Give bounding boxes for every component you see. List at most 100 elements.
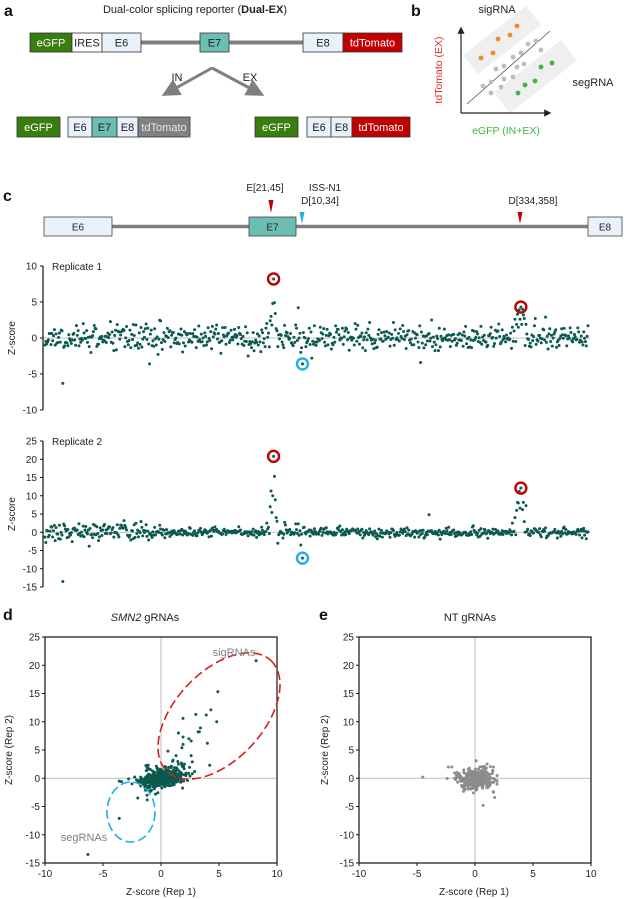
grna-point [275, 329, 279, 333]
grna-point [140, 345, 144, 349]
grna-point [203, 331, 207, 335]
grna-point [496, 329, 500, 333]
grna-point [125, 324, 129, 328]
grna-point [319, 526, 323, 530]
grna-point [249, 346, 253, 350]
grna-point [280, 340, 284, 344]
grna-point [297, 533, 301, 537]
grna-point [122, 329, 126, 333]
grna-point [572, 332, 576, 336]
grna-point [295, 528, 299, 532]
segrna-dot [515, 90, 521, 96]
grna-point [318, 325, 322, 329]
grna-point [105, 531, 109, 535]
grna-point [474, 779, 478, 783]
y-tick-label: -10 [23, 406, 38, 417]
tdtomato-label: tdTomato [358, 122, 403, 134]
grna-point [74, 324, 78, 328]
grna-point [430, 529, 434, 533]
grna-point [171, 759, 175, 763]
x-tick-label: 5 [530, 869, 536, 880]
segrna-dot [532, 78, 538, 84]
reporter-title: Dual-color splicing reporter (Dual-EX) [103, 4, 287, 16]
grna-point [476, 776, 480, 780]
grna-point [354, 327, 358, 331]
grna-point [232, 335, 236, 339]
grna-point [265, 521, 269, 525]
grna-point [49, 343, 53, 347]
grna-point [510, 521, 514, 525]
grna-point [504, 333, 508, 337]
grna-point [204, 334, 208, 338]
grna-point [272, 454, 276, 458]
grna-point [488, 332, 492, 336]
grna-point [532, 324, 536, 328]
panel-d: d SMN2 gRNAs Z-score (Rep 1) Z-score (Re… [3, 607, 283, 898]
grna-point [108, 320, 112, 324]
grna-point [182, 762, 186, 766]
grna-point [398, 327, 402, 331]
grna-point [361, 536, 365, 540]
grna-point [410, 532, 414, 536]
grna-point [227, 331, 231, 335]
grna-point [67, 333, 71, 337]
grna-point [204, 343, 208, 347]
grna-point [380, 535, 384, 539]
grna-point [152, 771, 156, 775]
grna-point [380, 331, 384, 335]
grna-point [149, 788, 153, 792]
grna-point [190, 760, 194, 764]
grna-point [231, 338, 235, 342]
sigrnas-label: sigRNAs [213, 647, 256, 659]
grna-point [190, 772, 194, 776]
replicate-1-chart: Replicate 1 Z-score 10 5 0 -5 -10 [7, 262, 590, 417]
grna-point [81, 322, 85, 326]
grna-point [216, 331, 220, 335]
e8-label: E8 [316, 38, 329, 50]
grna-point [456, 780, 460, 784]
panel-letter-a: a [4, 3, 13, 20]
grna-point [239, 337, 243, 341]
grna-point [521, 313, 525, 317]
grna-point [549, 333, 553, 337]
grna-point [155, 766, 159, 770]
grna-point [283, 520, 287, 524]
grna-point [537, 530, 541, 534]
grna-point [85, 340, 89, 344]
grna-point [182, 779, 186, 783]
grna-point [135, 778, 139, 782]
grna-point [357, 342, 361, 346]
grna-point [69, 531, 73, 535]
grna-point [221, 532, 225, 536]
grna-point [479, 527, 483, 531]
grna-point [455, 341, 459, 345]
segrna-dot [522, 82, 528, 88]
grna-point [336, 327, 340, 331]
grna-point [364, 331, 368, 335]
grna-point [246, 354, 250, 358]
grna-point [178, 532, 182, 536]
grna-point [368, 527, 372, 531]
grna-point [533, 317, 537, 321]
grna-point [188, 774, 192, 778]
grna-point [255, 340, 259, 344]
grna-point [515, 508, 519, 512]
sigrna-dot [478, 55, 484, 61]
grna-point [470, 346, 474, 350]
grna-point [52, 523, 56, 527]
grna-point [285, 331, 289, 335]
grna-point [266, 525, 270, 529]
e7-label: E7 [208, 38, 221, 50]
grna-point [204, 713, 208, 717]
grna-point [172, 783, 176, 787]
grna-point [57, 335, 61, 339]
grna-point [244, 325, 248, 329]
grna-point [361, 346, 365, 350]
grna-point [116, 533, 120, 537]
grna-point [555, 536, 559, 540]
grna-point [169, 781, 173, 785]
grna-point [74, 343, 78, 347]
grna-point [268, 319, 272, 323]
grna-point [460, 333, 464, 337]
grna-point [298, 331, 302, 335]
